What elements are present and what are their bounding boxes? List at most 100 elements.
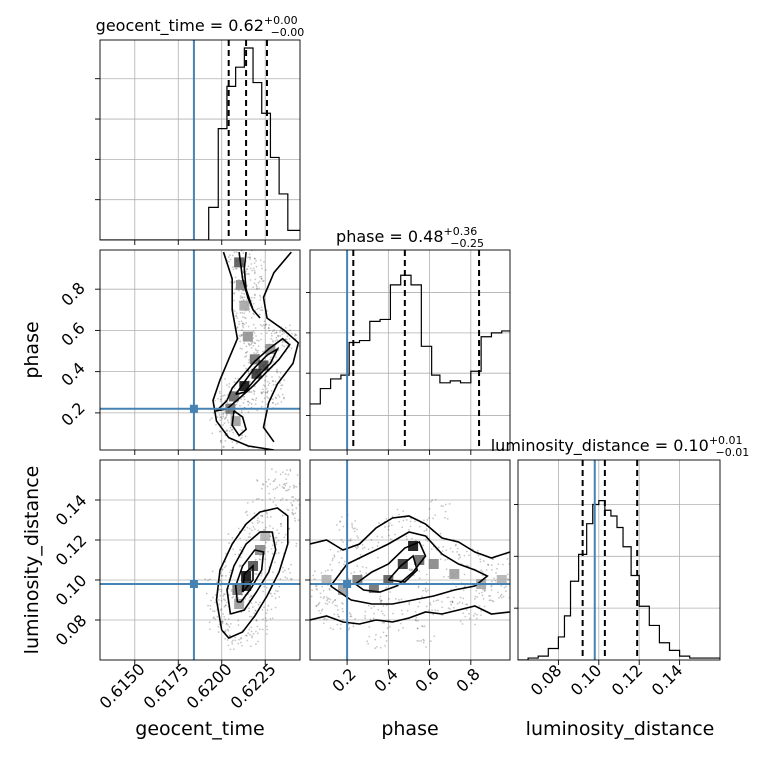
sample-point	[285, 338, 288, 341]
sample-point	[220, 588, 223, 591]
sample-point	[287, 509, 290, 511]
sample-point	[223, 418, 226, 420]
sample-point	[279, 473, 282, 476]
tick-marks	[305, 499, 472, 665]
sample-point	[376, 545, 379, 547]
sample-point	[241, 311, 244, 314]
sample-point	[276, 402, 279, 405]
sample-point	[348, 627, 351, 629]
sample-point	[220, 581, 223, 583]
sample-point	[298, 498, 300, 501]
sample-point	[354, 546, 357, 549]
sample-point	[240, 333, 243, 336]
sample-point	[337, 550, 339, 553]
sample-point	[295, 486, 298, 488]
sample-point	[247, 265, 250, 268]
sample-point	[243, 342, 246, 345]
sample-point	[215, 423, 217, 426]
sample-point	[266, 391, 269, 394]
sample-point	[411, 569, 413, 572]
sample-point	[426, 519, 429, 521]
sample-point	[228, 571, 231, 574]
sample-point	[504, 590, 507, 593]
sample-point	[281, 471, 284, 474]
sample-point	[253, 390, 256, 393]
sample-point	[272, 401, 275, 404]
sample-point	[261, 521, 264, 524]
sample-point	[489, 599, 492, 602]
sample-point	[432, 517, 434, 520]
sample-point	[351, 526, 354, 529]
sample-point	[248, 343, 250, 346]
sample-point	[260, 277, 263, 280]
sample-point	[356, 535, 359, 537]
sample-point	[499, 595, 502, 597]
sample-point	[228, 625, 231, 628]
sample-point	[458, 554, 461, 556]
sample-point	[286, 489, 289, 492]
sample-point	[254, 399, 257, 402]
sample-point	[255, 259, 257, 262]
sample-point	[239, 340, 242, 343]
sample-point	[293, 487, 295, 489]
sample-point	[442, 505, 444, 508]
sample-point	[383, 614, 386, 617]
sample-point	[283, 482, 286, 485]
sample-point	[291, 332, 293, 335]
sample-point	[265, 511, 268, 514]
sample-point	[381, 536, 384, 539]
sample-point	[269, 498, 271, 500]
sample-point	[223, 394, 226, 397]
sample-point	[234, 244, 236, 246]
sample-point	[226, 639, 229, 641]
sample-point	[280, 384, 283, 387]
sample-point	[315, 604, 318, 607]
sample-point	[223, 422, 226, 425]
sample-point	[487, 564, 490, 566]
sample-point	[224, 637, 227, 640]
sample-point	[497, 591, 499, 594]
sample-point	[209, 578, 211, 581]
geocent-tick-label: 0.6200	[183, 660, 236, 713]
sample-point	[423, 625, 426, 628]
sample-point	[324, 570, 327, 572]
sample-point	[254, 342, 257, 345]
sample-point	[222, 394, 225, 397]
sample-point	[252, 344, 255, 347]
sample-point	[274, 487, 277, 490]
sample-point	[249, 279, 252, 281]
contour-line	[354, 540, 427, 593]
sample-point	[287, 473, 290, 476]
sample-point	[418, 601, 421, 604]
sample-point	[251, 606, 254, 608]
sample-point	[218, 413, 221, 416]
sample-point	[232, 595, 235, 598]
sample-point	[276, 371, 279, 374]
sample-point	[474, 612, 477, 615]
sample-point	[250, 403, 253, 405]
sample-point	[260, 572, 263, 575]
sample-point	[442, 575, 445, 578]
sample-point	[434, 514, 437, 517]
sample-point	[350, 615, 353, 618]
sample-point	[219, 416, 222, 418]
sample-point	[366, 640, 369, 643]
xlabel-geocent-time: geocent_time	[135, 718, 264, 740]
sample-point	[423, 639, 425, 642]
sample-point	[255, 601, 257, 604]
sample-point	[432, 600, 435, 603]
sample-point	[361, 544, 364, 546]
x-tick-labels: 0.2 0.4 0.6 0.8	[328, 664, 483, 695]
sample-point	[290, 347, 293, 350]
sample-point	[231, 441, 234, 443]
sample-point	[248, 344, 251, 347]
sample-point	[271, 544, 274, 547]
sample-point	[507, 578, 510, 581]
sample-point	[233, 381, 236, 383]
sample-point	[213, 616, 215, 619]
sample-point	[250, 263, 253, 265]
sample-point	[254, 257, 256, 260]
sample-point	[388, 625, 391, 628]
y-tick-labels: 0.08 0.10 0.12 0.14	[52, 491, 91, 650]
sample-point	[405, 535, 408, 538]
